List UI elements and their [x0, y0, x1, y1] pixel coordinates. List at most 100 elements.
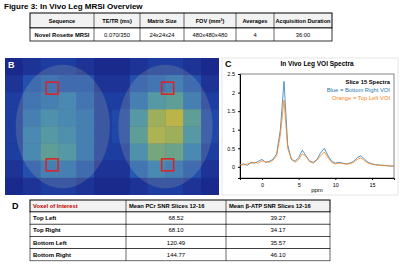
heatmap-cell [183, 161, 201, 178]
heatmap-cell [23, 144, 41, 161]
heatmap-cell [5, 127, 23, 144]
heatmap-cell [183, 127, 201, 144]
table-header-cell: Mean PCr SNR Slices 12-16 [129, 203, 205, 209]
heatmap-cell [94, 109, 112, 126]
heatmap-cell [5, 75, 23, 92]
table-header-cell: Averages [243, 18, 268, 24]
heatmap-cell [59, 178, 77, 195]
heatmap-cell [148, 75, 166, 92]
snr-table: Voxel of InterestMean PCr SNR Slices 12-… [30, 200, 330, 261]
heatmap-cells [5, 58, 219, 195]
heatmap-cell [201, 144, 219, 161]
tick-label: 0 [261, 182, 264, 188]
heatmap-cell [130, 161, 148, 178]
heatmap-cell [94, 144, 112, 161]
panel-label: C [225, 59, 232, 69]
heatmap-cell [112, 75, 130, 92]
tick: 0 [261, 178, 264, 188]
table-cell: 120.49 [167, 240, 186, 246]
tick: 2 [232, 90, 240, 96]
axis-line [238, 75, 241, 179]
table-divider [236, 13, 237, 41]
tick-mark [238, 148, 240, 149]
tick: 1 [232, 127, 240, 133]
tick-label: 1 [232, 127, 235, 133]
heatmap-cell [148, 161, 166, 178]
heatmap-cell [130, 127, 148, 144]
heatmap-cell [59, 58, 77, 75]
tick: 0 [232, 164, 240, 170]
heatmap-cell [166, 161, 184, 178]
axis-line [241, 179, 395, 181]
heatmap-cell [201, 127, 219, 144]
heatmap-cell [112, 58, 130, 75]
table-cell: 0.070/350 [104, 32, 130, 38]
table-row-bg [30, 236, 330, 248]
heatmap-cell [23, 109, 41, 126]
heatmap-cell [166, 178, 184, 195]
chart-title: In Vivo Leg VOI Spectra [280, 60, 354, 68]
figure-title: Figure 3: In Vivo Leg MRSI Overview [4, 2, 143, 11]
table-row-bg [30, 212, 330, 224]
heatmap-cell [148, 58, 166, 75]
leg-section [118, 65, 212, 188]
heatmap-cell [41, 109, 59, 126]
heatmap-cell [183, 75, 201, 92]
heatmap-cell [94, 58, 112, 75]
tick-label: 2 [232, 90, 235, 96]
heatmap-cell [5, 109, 23, 126]
heatmap-cell [94, 161, 112, 178]
panel-label: B [8, 60, 15, 70]
table-cell: 46.10 [270, 252, 286, 258]
tick: 1.5 [227, 108, 240, 114]
table-cell: 144.77 [167, 252, 186, 258]
voi-box [46, 159, 58, 171]
plot-frame [240, 74, 394, 178]
table-cell: Bottom Right [33, 252, 71, 258]
tick-label: 0 [232, 164, 235, 170]
table-divider [94, 13, 95, 41]
table-row-bg [30, 28, 332, 41]
heatmap-cell [130, 178, 148, 195]
voi-box [46, 82, 58, 94]
table-cell: 4 [253, 32, 257, 38]
heatmap-cell [112, 178, 130, 195]
table-divider [140, 13, 141, 41]
tick-mark [238, 111, 240, 112]
tick-label: 10 [333, 182, 339, 188]
heatmap-cell [201, 75, 219, 92]
heatmap-cell [148, 178, 166, 195]
heatmap-cell [201, 109, 219, 126]
spectrum-line [240, 81, 394, 166]
tick: 2.5 [227, 71, 240, 77]
heatmap-cell [23, 178, 41, 195]
mrsi-map [5, 58, 219, 195]
heatmap-cell [59, 144, 77, 161]
plot-area [240, 81, 394, 166]
tick-mark [238, 130, 240, 131]
tick: 10 [333, 178, 339, 188]
heatmap-cell [23, 127, 41, 144]
heatmap-cell [112, 127, 130, 144]
table-cell: 68.10 [168, 227, 184, 233]
table-row-bg [30, 249, 330, 261]
y-axis: 00.511.522.5 [227, 71, 240, 178]
tick-mark [262, 178, 263, 180]
table-header-cell: Sequence [49, 18, 75, 24]
heatmap-cell [59, 161, 77, 178]
heatmap-cell [59, 92, 77, 109]
heatmap-cell [23, 161, 41, 178]
heatmap-cell [59, 127, 77, 144]
heatmap-cell [5, 144, 23, 161]
heatmap-cell [23, 92, 41, 109]
heatmap-cell [130, 144, 148, 161]
heatmap-cell [112, 144, 130, 161]
heatmap-cell [148, 109, 166, 126]
heatmap-cell [76, 75, 94, 92]
tick-mark [335, 178, 336, 180]
heatmap-cell [183, 92, 201, 109]
table-header-cell: Acquisition Duration [275, 18, 331, 24]
voi-box [162, 159, 174, 171]
sequence-table: SequenceTE/TR (ms)Matrix SizeFOV (mm³)Av… [30, 13, 332, 41]
annotation: Blue = Bottom Right VOI [327, 87, 391, 93]
